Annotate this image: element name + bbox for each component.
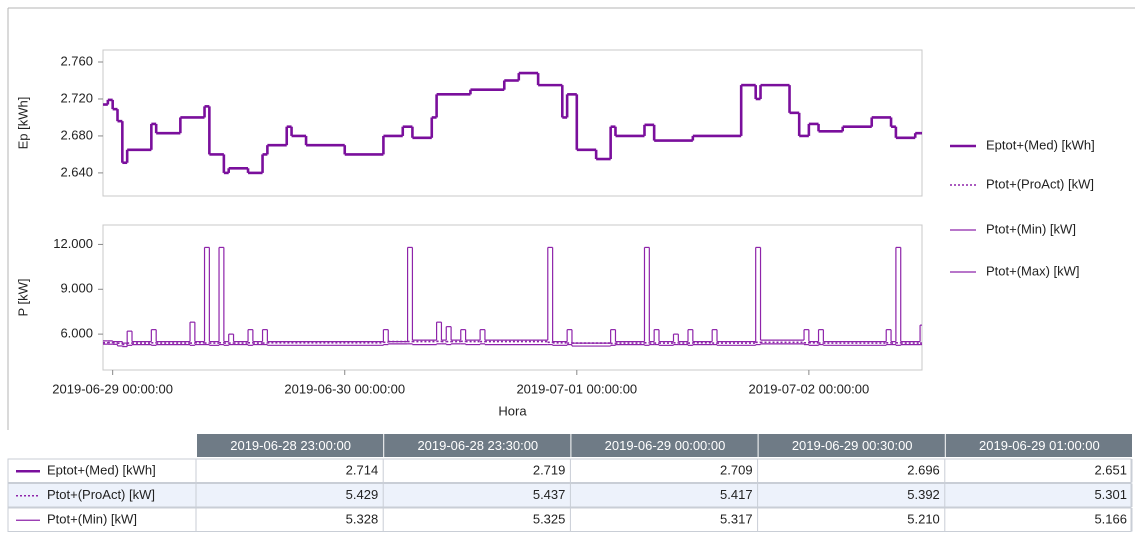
y-axis-label: Ep [kWh] bbox=[15, 97, 30, 150]
table-header: 2019-06-28 23:00:00 bbox=[230, 438, 351, 453]
row-name: Eptot+(Med) [kWh] bbox=[47, 463, 156, 478]
table-row bbox=[7, 483, 1132, 508]
legend-label: Eptot+(Med) [kWh] bbox=[986, 137, 1095, 152]
table-cell: 5.301 bbox=[1094, 487, 1127, 502]
table-cell: 2.714 bbox=[346, 463, 379, 478]
table-header-cell bbox=[945, 434, 1132, 457]
table-header-cell bbox=[384, 434, 571, 457]
x-axis-label: Hora bbox=[498, 403, 527, 418]
table-header: 2019-06-29 01:00:00 bbox=[979, 438, 1100, 453]
legend-label: Ptot+(ProAct) [kW] bbox=[986, 176, 1094, 191]
row-name: Ptot+(ProAct) [kW] bbox=[47, 487, 155, 502]
table-cell: 5.317 bbox=[720, 512, 753, 527]
x-tick-label: 2019-07-01 00:00:00 bbox=[516, 381, 637, 396]
table-cell: 5.166 bbox=[1094, 512, 1127, 527]
table-cell: 5.429 bbox=[346, 487, 379, 502]
y-tick-label: 2.720 bbox=[60, 90, 93, 105]
plot-frame bbox=[102, 49, 923, 197]
y-tick-label: 12.000 bbox=[53, 236, 93, 251]
y-tick-label: 2.760 bbox=[60, 53, 93, 68]
table-cell: 5.437 bbox=[533, 487, 566, 502]
legend-label: Ptot+(Max) [kW] bbox=[986, 263, 1080, 278]
y-tick-label: 6.000 bbox=[60, 326, 93, 341]
y-tick-label: 2.640 bbox=[60, 164, 93, 179]
y-axis-label: P [kW] bbox=[15, 278, 30, 316]
table-cell: 5.392 bbox=[907, 487, 940, 502]
table-row bbox=[7, 458, 1132, 483]
table-cell: 5.210 bbox=[907, 512, 940, 527]
plot-frame bbox=[102, 224, 923, 371]
table-header-cell bbox=[571, 434, 758, 457]
x-tick-label: 2019-06-30 00:00:00 bbox=[284, 381, 405, 396]
table-header: 2019-06-29 00:00:00 bbox=[605, 438, 726, 453]
table-cell: 2.719 bbox=[533, 463, 566, 478]
table-row bbox=[7, 507, 1132, 532]
table-cell: 5.325 bbox=[533, 512, 566, 527]
row-name: Ptot+(Min) [kW] bbox=[47, 512, 137, 527]
y-tick-label: 2.680 bbox=[60, 127, 93, 142]
x-tick-label: 2019-06-29 00:00:00 bbox=[52, 381, 173, 396]
y-tick-label: 9.000 bbox=[60, 281, 93, 296]
table-cell: 2.651 bbox=[1094, 463, 1127, 478]
table-cell: 5.417 bbox=[720, 487, 753, 502]
table-cell: 2.709 bbox=[720, 463, 753, 478]
x-tick-label: 2019-07-02 00:00:00 bbox=[749, 381, 870, 396]
legend-label: Ptot+(Min) [kW] bbox=[986, 221, 1076, 236]
table-cell: 5.328 bbox=[346, 512, 379, 527]
table-header: 2019-06-28 23:30:00 bbox=[417, 438, 538, 453]
table-header: 2019-06-29 00:30:00 bbox=[792, 438, 913, 453]
table-header-cell bbox=[758, 434, 945, 457]
table-cell: 2.696 bbox=[907, 463, 940, 478]
table-header-cell bbox=[197, 434, 384, 457]
